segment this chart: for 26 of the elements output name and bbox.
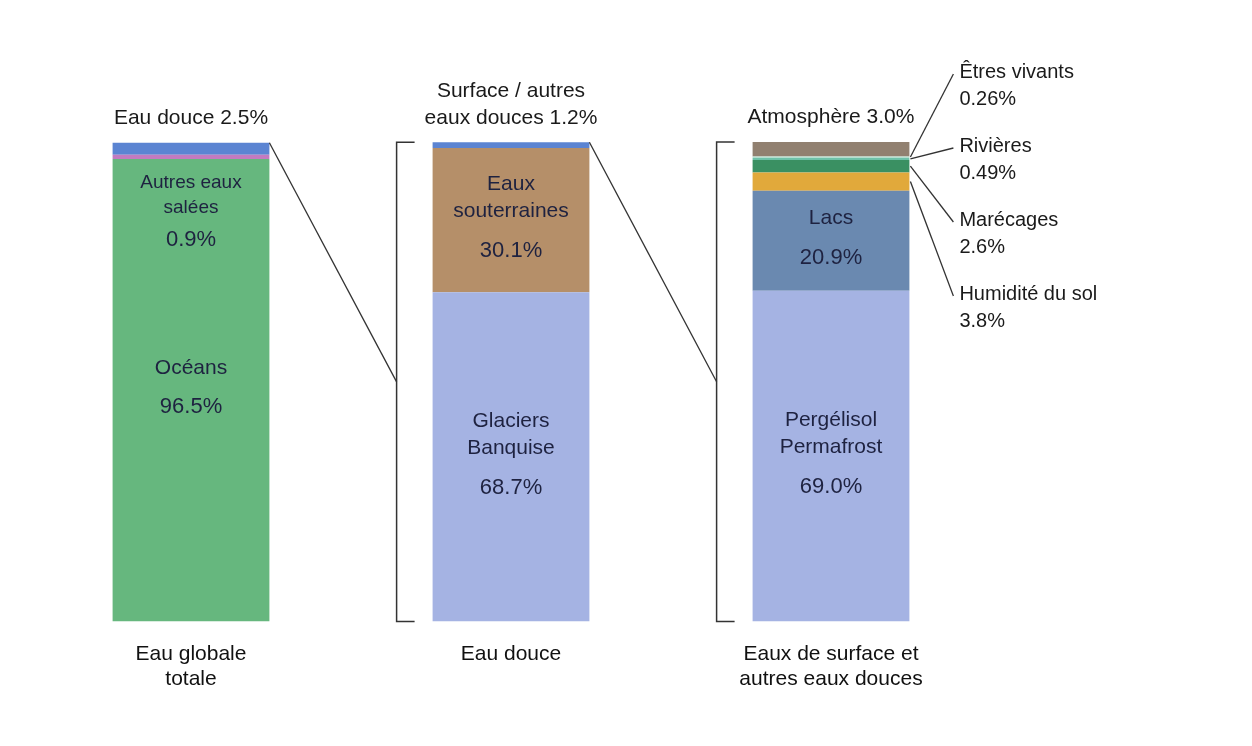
x-tick-label: Eau douce [460, 641, 562, 664]
data-label: 0.26% [959, 86, 1017, 109]
data-label: 3.8% [959, 308, 1006, 331]
data-label: 68.7% [479, 473, 543, 499]
series-label: Pergélisol Permafrost [779, 407, 883, 458]
text: Eau douce 2.5% [113, 105, 269, 129]
text: Rivières [959, 133, 1032, 156]
text: Humidité du sol [959, 281, 1098, 304]
series-label: Eaux souterraines [453, 170, 569, 221]
text: Marécages [959, 207, 1059, 230]
series-label: Glaciers Banquise [467, 407, 555, 458]
series-label: Océans [154, 354, 228, 378]
data-label: 0.9% [165, 226, 217, 252]
data-label: 96.5% [159, 393, 223, 419]
x-tick-label: Eau globale totale [135, 641, 247, 690]
data-label: 69.0% [799, 472, 863, 498]
text: Êtres vivants [959, 59, 1074, 82]
text: Surface / autres eaux douces 1.2% [424, 77, 598, 128]
data-label: 20.9% [799, 243, 863, 269]
data-label: 0.49% [959, 160, 1017, 183]
series-label: Lacs [808, 205, 854, 229]
series-label: Autres eaux salées [140, 170, 243, 217]
data-label: 30.1% [479, 236, 543, 262]
data-label: 2.6% [959, 234, 1006, 257]
x-tick-label: Eaux de surface et autres eaux douces [739, 641, 923, 690]
text: Atmosphère 3.0% [747, 104, 915, 128]
